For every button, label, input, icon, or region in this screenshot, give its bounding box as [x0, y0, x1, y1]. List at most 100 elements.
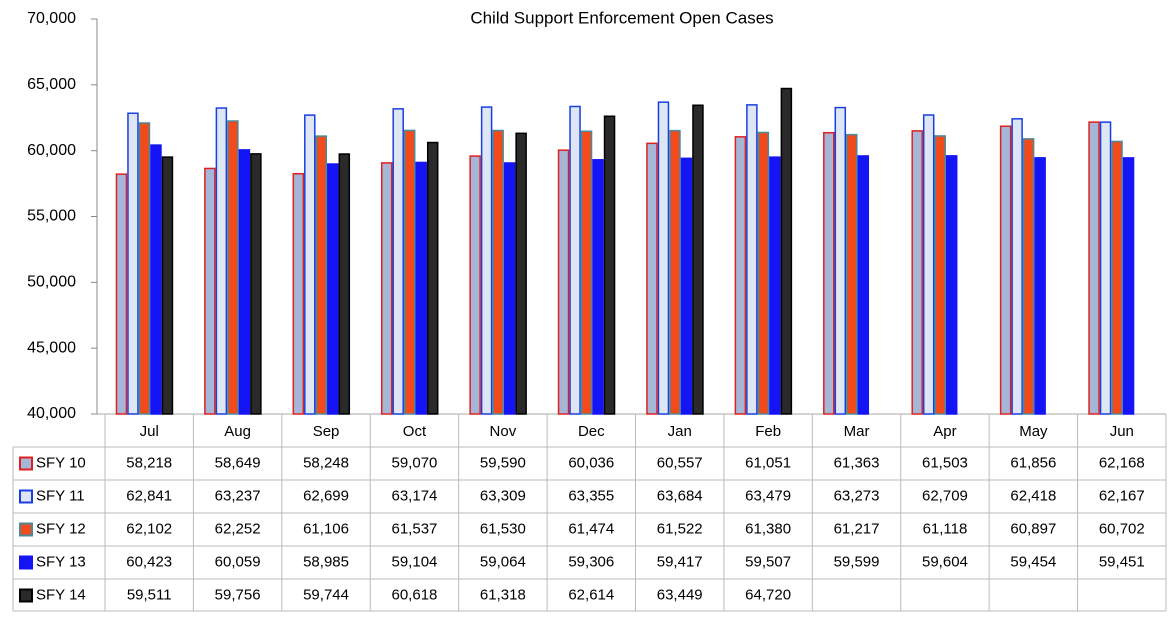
x-tick-label: Mar [844, 423, 870, 440]
bar [911, 130, 923, 415]
data-table-value: 62,418 [1010, 487, 1056, 504]
data-table-value: 60,897 [1010, 520, 1056, 537]
legend-key [19, 489, 33, 504]
bar [1111, 140, 1123, 415]
bar [592, 159, 604, 415]
data-table-value: 62,167 [1099, 487, 1145, 504]
bar [150, 144, 162, 415]
data-table-value: 62,614 [568, 586, 614, 603]
data-table-value: 60,036 [568, 454, 614, 471]
bar [922, 114, 935, 415]
x-tick-label: Sep [313, 423, 340, 440]
data-table-value: 58,985 [303, 553, 349, 570]
data-table-value: 59,104 [392, 553, 438, 570]
data-table-value: 61,118 [923, 520, 968, 537]
data-table-value: 60,059 [215, 553, 261, 570]
x-tick-label: Jan [668, 423, 692, 440]
x-tick-label: Jun [1110, 423, 1134, 440]
y-tick-label: 70,000 [27, 10, 76, 27]
data-table-value: 59,599 [834, 553, 880, 570]
data-table-value: 62,841 [126, 487, 172, 504]
bar [250, 153, 262, 415]
bar [1088, 121, 1100, 415]
data-table-value: 63,174 [392, 487, 438, 504]
bar [469, 155, 481, 415]
y-tick-label: 55,000 [27, 208, 76, 225]
legend-key [19, 522, 33, 537]
data-table-value: 59,454 [1010, 553, 1056, 570]
data-table-value: 62,709 [922, 487, 968, 504]
bar [757, 131, 770, 415]
x-tick-label: Nov [490, 423, 517, 440]
bar [304, 114, 316, 415]
data-table-value: 58,218 [126, 454, 172, 471]
data-table-value: 61,474 [568, 520, 614, 537]
bar [392, 108, 404, 415]
data-table-value: 63,684 [657, 487, 703, 504]
y-tick-label: 50,000 [27, 274, 76, 291]
legend-label: SFY 11 [36, 487, 85, 504]
chart-title: Child Support Enforcement Open Cases [470, 8, 773, 27]
bar [823, 131, 835, 415]
bar [934, 135, 946, 415]
bar [780, 87, 793, 415]
data-table-value: 61,530 [480, 520, 526, 537]
bar [292, 172, 305, 415]
bar [215, 107, 228, 415]
bar [1122, 157, 1135, 415]
data-table-value: 58,649 [215, 454, 261, 471]
data-table-value: 59,590 [480, 454, 526, 471]
data-table-value: 61,503 [922, 454, 968, 471]
bar [415, 161, 427, 415]
bar [127, 112, 139, 415]
bar [238, 149, 251, 415]
bar [515, 132, 527, 415]
data-table-value: 60,557 [657, 454, 703, 471]
x-tick-label: Oct [403, 423, 427, 440]
data-table-value: 60,702 [1099, 520, 1145, 537]
data-table-value: 61,522 [657, 520, 703, 537]
data-table-value: 61,318 [480, 586, 526, 603]
data-table-value: 59,451 [1099, 553, 1145, 570]
data-table-value: 63,479 [745, 487, 791, 504]
data-table-value: 61,106 [303, 520, 349, 537]
data-table-value: 60,618 [392, 586, 438, 603]
bar [669, 129, 681, 415]
bar [846, 133, 858, 415]
y-tick-label: 45,000 [27, 339, 76, 356]
legend-label: SFY 12 [36, 520, 86, 537]
data-table-value: 62,168 [1099, 454, 1145, 471]
bar [1022, 138, 1035, 415]
bar [426, 141, 439, 415]
bar [1099, 121, 1112, 415]
data-table-value: 59,306 [568, 553, 614, 570]
data-table-value: 63,273 [834, 487, 880, 504]
bar [999, 125, 1012, 415]
data-table-value: 58,248 [303, 454, 349, 471]
bar [1034, 157, 1046, 415]
bar [327, 163, 339, 415]
data-table-value: 62,252 [215, 520, 261, 537]
data-table-value: 59,070 [392, 454, 438, 471]
data-table-value: 61,051 [745, 454, 791, 471]
data-table-value: 59,511 [127, 586, 172, 603]
bar [204, 167, 216, 415]
bar [834, 106, 847, 415]
bar [734, 136, 747, 415]
legend-label: SFY 13 [36, 553, 86, 570]
data-table-value: 59,507 [745, 553, 791, 570]
bar [557, 149, 570, 415]
y-tick-label: 60,000 [27, 142, 76, 159]
bar [115, 173, 128, 415]
data-table-value: 63,449 [657, 586, 703, 603]
x-tick-label: May [1019, 423, 1048, 440]
bar [769, 156, 781, 415]
data-table-value: 61,217 [834, 520, 880, 537]
x-tick-label: Dec [578, 423, 605, 440]
legend-key [19, 588, 33, 603]
data-table-value: 61,856 [1010, 454, 1056, 471]
bar [403, 129, 416, 415]
y-tick-label: 40,000 [27, 405, 76, 422]
bar [503, 162, 516, 415]
